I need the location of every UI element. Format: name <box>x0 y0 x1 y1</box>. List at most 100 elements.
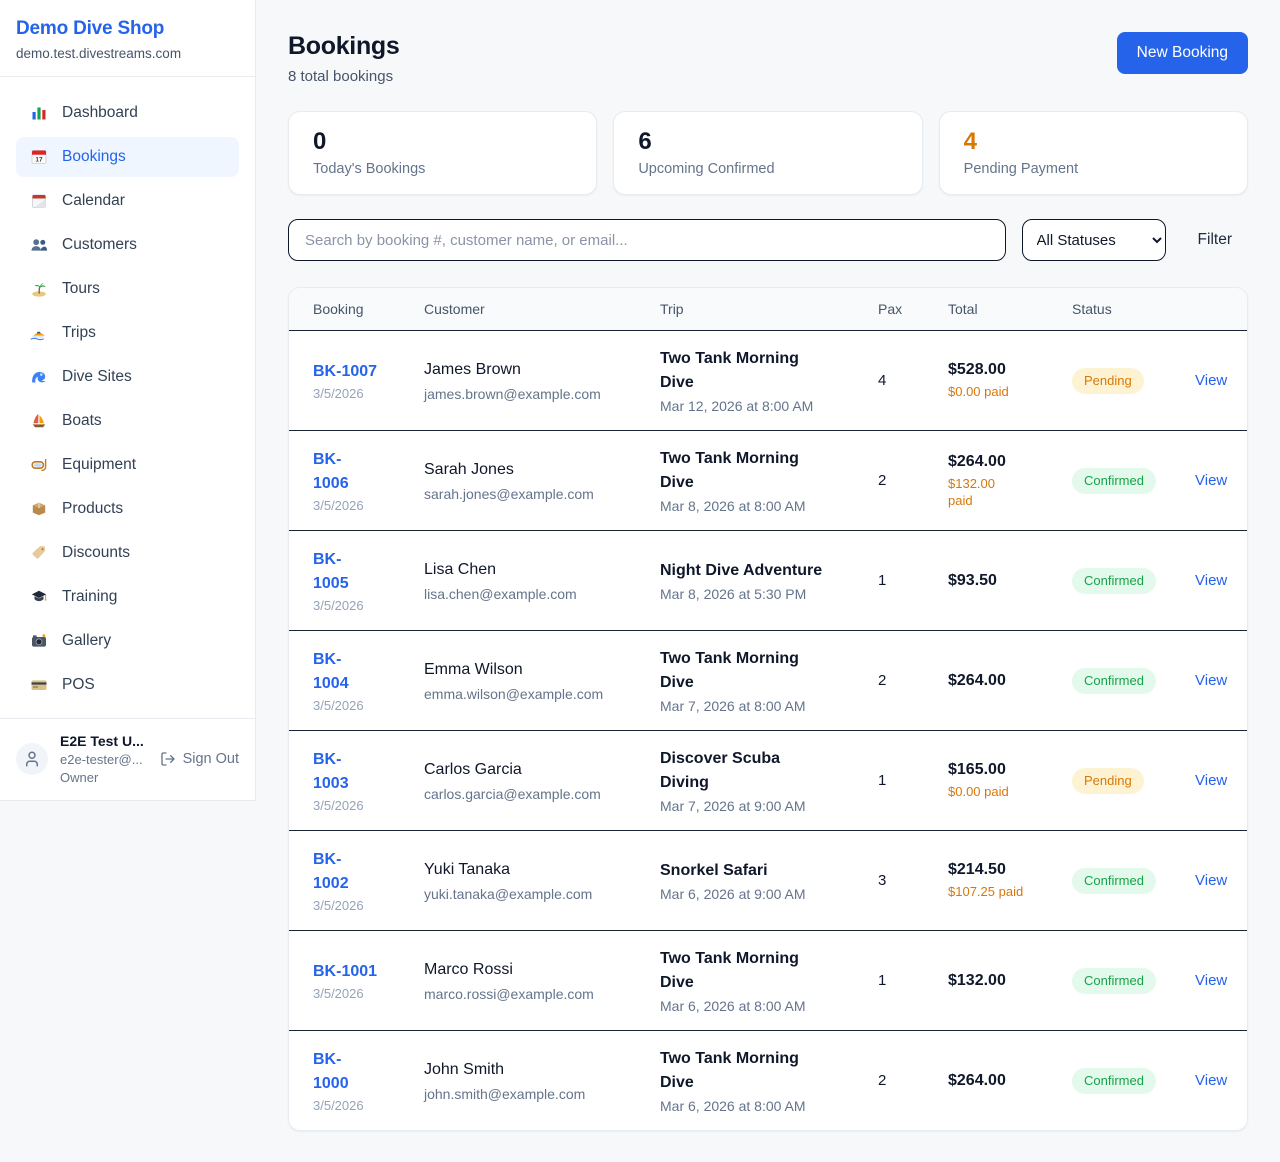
view-link[interactable]: View <box>1195 571 1228 589</box>
sidebar-item-dashboard[interactable]: Dashboard <box>16 93 239 133</box>
user-email: e2e-tester@... <box>60 752 143 767</box>
sidebar-item-products[interactable]: Products <box>16 489 239 529</box>
package-icon <box>30 500 48 518</box>
sidebar-item-pos[interactable]: POS <box>16 665 239 705</box>
sidebar-item-gallery[interactable]: Gallery <box>16 621 239 661</box>
booking-id-link[interactable]: BK- 1006 <box>313 451 349 492</box>
pax-count: 2 <box>878 1072 887 1089</box>
sign-out-label: Sign Out <box>182 751 239 767</box>
booking-id-link[interactable]: BK- 1000 <box>313 1051 349 1092</box>
user-icon <box>23 750 41 768</box>
booking-cell: BK- 1000 3/5/2026 <box>313 1048 424 1113</box>
sidebar-item-label: Customers <box>62 236 137 253</box>
sidebar-item-trips[interactable]: Trips <box>16 313 239 353</box>
stat-value: 0 <box>313 128 327 155</box>
view-link[interactable]: View <box>1195 771 1228 789</box>
customer-cell: James Brown james.brown@example.com <box>424 359 660 402</box>
status-badge: Pending <box>1072 767 1144 794</box>
svg-text:17: 17 <box>35 157 43 164</box>
view-link[interactable]: View <box>1195 971 1228 989</box>
booking-id-link[interactable]: BK- 1004 <box>313 651 349 692</box>
filter-button[interactable]: Filter <box>1182 223 1248 257</box>
total-cell: $528.00 $0.00 paid <box>948 361 1072 400</box>
customer-name: Marco Rossi <box>424 961 513 978</box>
view-link[interactable]: View <box>1195 371 1228 389</box>
actions-cell: View <box>1195 671 1228 690</box>
booking-id-link[interactable]: BK- 1003 <box>313 751 349 792</box>
trip-datetime: Mar 6, 2026 at 8:00 AM <box>660 998 806 1014</box>
new-booking-button[interactable]: New Booking <box>1116 32 1248 74</box>
brand-name: Demo Dive Shop <box>16 18 165 39</box>
table-row: BK-1007 3/5/2026 James Brown james.brown… <box>289 330 1247 430</box>
booking-date: 3/5/2026 <box>313 898 364 913</box>
sign-out-icon <box>160 751 176 767</box>
booking-cell: BK-1001 3/5/2026 <box>313 960 424 1001</box>
table-row: BK- 1004 3/5/2026 Emma Wilson emma.wilso… <box>289 630 1247 730</box>
sidebar-item-dive-sites[interactable]: Dive Sites <box>16 357 239 397</box>
trip-cell: Night Dive Adventure Mar 8, 2026 at 5:30… <box>660 559 878 602</box>
total-cell: $93.50 <box>948 572 1072 590</box>
column-header-status: Status <box>1072 301 1112 317</box>
status-cell: Confirmed <box>1072 667 1195 694</box>
actions-cell: View <box>1195 471 1228 490</box>
sidebar-item-label: Tours <box>62 280 100 297</box>
sidebar-item-label: Equipment <box>62 456 137 473</box>
page-header-text: Bookings 8 total bookings <box>288 32 400 85</box>
brand-block: Demo Dive Shop demo.test.divestreams.com <box>0 0 255 77</box>
brand-domain: demo.test.divestreams.com <box>16 46 182 61</box>
actions-cell: View <box>1195 371 1228 390</box>
total-amount: $264.00 <box>948 452 1006 470</box>
trip-cell: Two Tank Morning Dive Mar 7, 2026 at 8:0… <box>660 647 878 714</box>
customer-cell: Emma Wilson emma.wilson@example.com <box>424 659 660 702</box>
customer-name: Lisa Chen <box>424 561 497 578</box>
booking-id-link[interactable]: BK-1001 <box>313 963 378 980</box>
trip-datetime: Mar 6, 2026 at 8:00 AM <box>660 1098 806 1114</box>
sidebar-item-calendar[interactable]: Calendar <box>16 181 239 221</box>
pax-count: 2 <box>878 672 887 689</box>
booking-id-link[interactable]: BK-1007 <box>313 363 378 380</box>
total-cell: $264.00 <box>948 672 1072 690</box>
table-header-row: Booking Customer Trip Pax Total Status <box>289 288 1247 330</box>
sidebar-item-boats[interactable]: Boats <box>16 401 239 441</box>
sign-out-button[interactable]: Sign Out <box>160 751 239 767</box>
table-body: BK-1007 3/5/2026 James Brown james.brown… <box>289 330 1247 1130</box>
customer-email: yuki.tanaka@example.com <box>424 886 593 902</box>
view-link[interactable]: View <box>1195 1071 1228 1089</box>
search-input[interactable] <box>288 219 1006 261</box>
sidebar-item-label: Products <box>62 500 124 517</box>
sidebar-item-label: Boats <box>62 412 102 429</box>
status-badge: Confirmed <box>1072 867 1156 894</box>
actions-cell: View <box>1195 871 1228 890</box>
view-link[interactable]: View <box>1195 871 1228 889</box>
column-header-customer: Customer <box>424 301 485 317</box>
view-link[interactable]: View <box>1195 471 1228 489</box>
tag-icon <box>30 544 48 562</box>
status-badge: Confirmed <box>1072 467 1156 494</box>
trip-name: Snorkel Safari <box>660 862 768 879</box>
sidebar-item-training[interactable]: Training <box>16 577 239 617</box>
customer-cell: John Smith john.smith@example.com <box>424 1059 660 1102</box>
trip-name: Two Tank Morning Dive <box>660 950 799 991</box>
sidebar-item-bookings[interactable]: 17 Bookings <box>16 137 239 177</box>
calendar-icon: 17 <box>30 148 48 166</box>
customer-email: marco.rossi@example.com <box>424 986 594 1002</box>
status-filter-select[interactable]: All Statuses <box>1021 219 1166 261</box>
booking-id-link[interactable]: BK- 1002 <box>313 851 349 892</box>
actions-cell: View <box>1195 1071 1228 1090</box>
sidebar-item-discounts[interactable]: Discounts <box>16 533 239 573</box>
booking-date: 3/5/2026 <box>313 598 364 613</box>
sidebar-item-tours[interactable]: Tours <box>16 269 239 309</box>
sidebar-item-label: Dive Sites <box>62 368 132 385</box>
status-badge: Pending <box>1072 367 1144 394</box>
table-row: BK- 1005 3/5/2026 Lisa Chen lisa.chen@ex… <box>289 530 1247 630</box>
filters-row: All Statuses Filter <box>288 219 1248 261</box>
trip-datetime: Mar 12, 2026 at 8:00 AM <box>660 398 814 414</box>
view-link[interactable]: View <box>1195 671 1228 689</box>
trip-name: Discover Scuba Diving <box>660 750 781 791</box>
avatar <box>16 743 48 775</box>
page-header: Bookings 8 total bookings New Booking <box>288 32 1248 85</box>
sidebar-item-customers[interactable]: Customers <box>16 225 239 265</box>
booking-cell: BK- 1006 3/5/2026 <box>313 448 424 513</box>
sidebar-item-equipment[interactable]: Equipment <box>16 445 239 485</box>
booking-id-link[interactable]: BK- 1005 <box>313 551 349 592</box>
